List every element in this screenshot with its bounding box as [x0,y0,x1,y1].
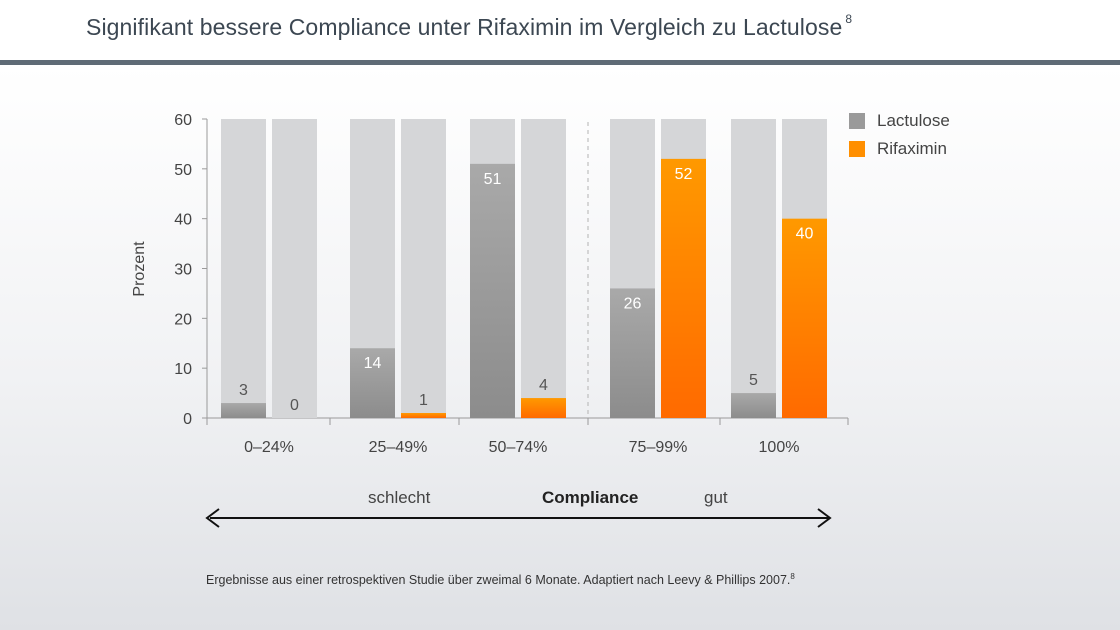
bar-background [731,119,776,418]
data-label: 3 [239,382,248,399]
legend-item-lactulose: Lactulose [849,107,950,135]
legend-swatch-lactulose [849,113,865,129]
data-label: 1 [419,392,428,409]
legend-swatch-rifaximin [849,141,865,157]
compliance-left-label: schlecht [368,488,431,507]
page-title: Signifikant bessere Compliance unter Rif… [86,12,853,41]
bar [661,158,706,418]
title-reference: 8 [845,12,853,26]
data-label: 52 [675,166,693,183]
legend-label-lactulose: Lactulose [877,111,950,130]
data-label: 40 [796,226,814,243]
header: Signifikant bessere Compliance unter Rif… [0,0,1120,65]
x-tick-label: 50–74% [489,439,548,456]
bar-background [401,119,446,418]
chart-legend: Lactulose Rifaximin [849,107,950,163]
data-label: 4 [539,377,548,394]
title-text: Signifikant bessere Compliance unter Rif… [86,14,843,40]
compliance-right-label: gut [704,488,728,507]
bar [782,218,827,418]
y-tick-label: 40 [174,212,192,229]
data-label: 0 [290,397,299,414]
x-tick-label: 100% [759,439,800,456]
legend-item-rifaximin: Rifaximin [849,135,950,163]
data-label: 26 [624,295,642,312]
bar [731,393,776,418]
x-tick-label: 0–24% [244,439,294,456]
bar [610,288,655,418]
y-tick-label: 0 [183,411,192,428]
x-tick-label: 25–49% [369,439,428,456]
y-tick-label: 50 [174,162,192,179]
x-tick-label: 75–99% [629,439,688,456]
footnote: Ergebnisse aus einer retrospektiven Stud… [206,572,795,587]
y-tick-label: 60 [174,112,192,129]
bar [350,348,395,418]
bar-background [521,119,566,418]
bar-background [221,119,266,418]
compliance-center-label: Compliance [542,488,639,507]
y-tick-label: 10 [174,361,192,378]
data-label: 14 [364,355,382,372]
compliance-arrow-right-head [817,508,832,528]
footnote-text: Ergebnisse aus einer retrospektiven Stud… [206,573,791,588]
y-tick-label: 30 [174,262,192,279]
bar-background [272,119,317,418]
data-label: 5 [749,372,758,389]
bar [221,403,266,418]
bar [521,398,566,418]
data-label: 51 [484,171,502,188]
bar [401,413,446,418]
bar [470,163,515,418]
y-axis-label: Prozent [131,241,148,297]
legend-label-rifaximin: Rifaximin [877,139,947,158]
title-divider [0,60,1120,65]
compliance-arrow-left-head [205,508,220,528]
footnote-reference: 8 [790,572,795,581]
y-tick-label: 20 [174,311,192,328]
